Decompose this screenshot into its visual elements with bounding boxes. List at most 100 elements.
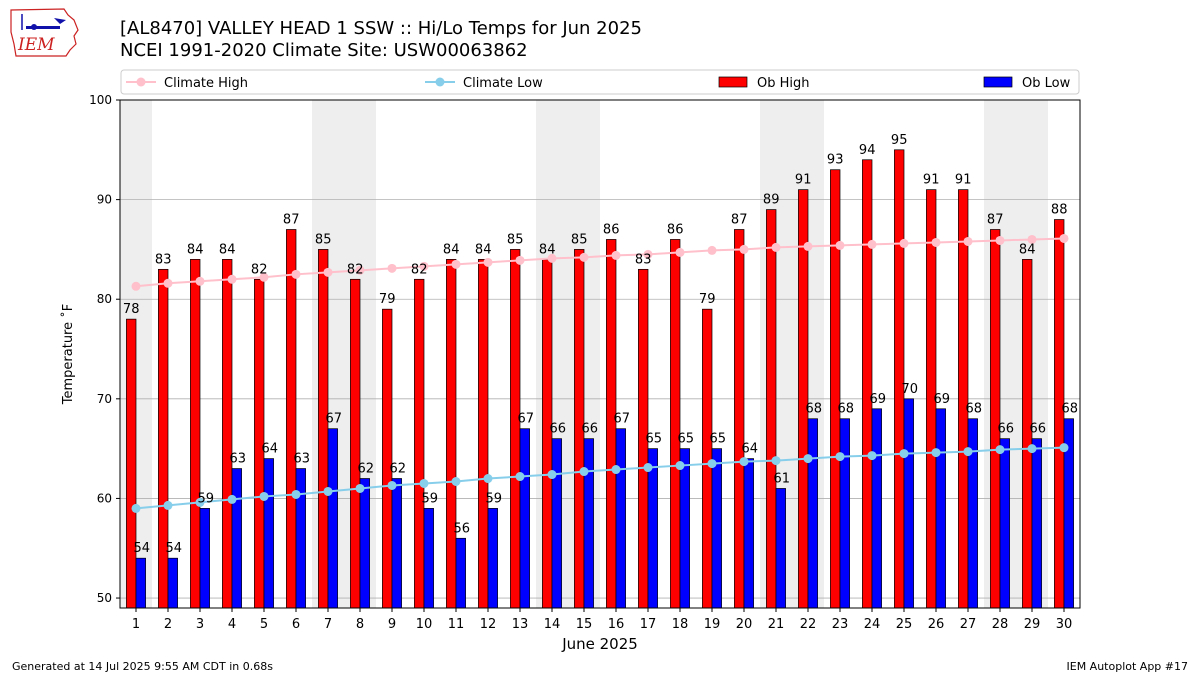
legend-label: Ob High <box>757 76 810 91</box>
climate-high-point <box>611 250 621 260</box>
ob-low-bar <box>711 448 722 609</box>
climate-high-point <box>867 239 877 249</box>
legend: Climate High Climate Low Ob High Ob Low <box>120 69 1080 95</box>
ob-high-label: 93 <box>827 153 844 168</box>
climate-low-point <box>483 474 493 484</box>
ob-high-label: 84 <box>443 242 460 257</box>
climate-high-point <box>291 269 301 279</box>
ob-low-label: 65 <box>710 432 727 447</box>
climate-high-point <box>579 252 589 262</box>
ob-high-bar <box>190 259 201 609</box>
ob-low-bar <box>551 438 562 609</box>
climate-high-point <box>1059 233 1069 243</box>
ob-high-bar <box>734 229 745 609</box>
ob-high-label: 82 <box>411 262 428 277</box>
ob-low-bar <box>615 428 626 609</box>
ob-low-label: 62 <box>390 462 407 477</box>
ob-high-label: 86 <box>667 222 684 237</box>
ob-high-bar <box>414 278 425 609</box>
climate-low-point <box>451 476 461 486</box>
climate-low-point <box>227 494 237 504</box>
ob-low-label: 56 <box>454 521 471 536</box>
climate-low-point <box>739 457 749 467</box>
x-tick-label: 25 <box>896 617 913 632</box>
ob-low-label: 66 <box>1030 422 1047 437</box>
ob-high-label: 85 <box>571 232 588 247</box>
climate-high-point <box>931 237 941 247</box>
x-tick-label: 4 <box>228 617 236 632</box>
ob-low-bar <box>423 508 434 609</box>
ob-low-label: 61 <box>774 471 791 486</box>
ob-low-label: 66 <box>582 422 599 437</box>
ob-low-bar <box>359 478 370 609</box>
climate-low-point <box>419 478 429 488</box>
x-tick-label: 18 <box>672 617 689 632</box>
x-tick-label: 23 <box>832 617 849 632</box>
ob-high-label: 83 <box>635 252 652 267</box>
ob-high-label: 87 <box>731 212 748 227</box>
x-tick-label: 3 <box>196 617 204 632</box>
logo-bar-icon <box>26 26 60 29</box>
x-tick-label: 13 <box>512 617 529 632</box>
x-tick-label: 28 <box>992 617 1009 632</box>
ob-high-label: 84 <box>539 242 556 257</box>
legend-label: Ob Low <box>1022 76 1071 91</box>
ob-low-bar <box>583 438 594 609</box>
y-tick-label: 80 <box>97 292 112 306</box>
ob-high-label: 94 <box>859 143 876 158</box>
y-tick-label: 50 <box>97 591 112 605</box>
climate-high-point <box>323 267 333 277</box>
ob-low-label: 59 <box>422 491 439 506</box>
ob-low-label: 69 <box>870 392 887 407</box>
climate-low-point <box>163 500 173 510</box>
climate-low-point <box>867 451 877 461</box>
climate-high-point <box>803 241 813 251</box>
ob-high-label: 79 <box>379 292 396 307</box>
climate-low-point <box>707 459 717 469</box>
climate-high-point <box>387 263 397 273</box>
x-tick-label: 27 <box>960 617 977 632</box>
climate-low-point <box>771 456 781 466</box>
x-tick-label: 14 <box>544 617 561 632</box>
climate-low-point <box>899 449 909 459</box>
climate-low-point <box>643 463 653 473</box>
climate-low-point <box>387 480 397 490</box>
legend-swatch-bar <box>983 76 1013 88</box>
ob-high-bar <box>126 318 137 609</box>
climate-high-point <box>835 240 845 250</box>
ob-high-bar <box>830 169 841 609</box>
x-tick-label: 11 <box>448 617 465 632</box>
x-tick-label: 7 <box>324 617 332 632</box>
climate-high-point <box>643 249 653 259</box>
ob-high-label: 86 <box>603 222 620 237</box>
climate-high-point <box>899 238 909 248</box>
x-tick-label: 15 <box>576 617 593 632</box>
climate-high-point <box>419 261 429 271</box>
ob-low-label: 65 <box>678 432 695 447</box>
ob-low-bar <box>935 408 946 609</box>
x-tick-label: 8 <box>356 617 364 632</box>
climate-low-point <box>963 447 973 457</box>
ob-high-bar <box>158 268 169 609</box>
climate-high-point <box>451 259 461 269</box>
chart-title: [AL8470] VALLEY HEAD 1 SSW :: Hi/Lo Temp… <box>120 18 642 39</box>
climate-low-point <box>195 497 205 507</box>
x-tick-label: 21 <box>768 617 785 632</box>
ob-low-bar <box>487 508 498 609</box>
ob-high-label: 89 <box>763 193 780 208</box>
logo-flag-icon <box>54 18 66 24</box>
x-tick-label: 1 <box>132 617 140 632</box>
ob-high-label: 84 <box>187 242 204 257</box>
legend-label: Climate High <box>164 76 248 91</box>
climate-low-point <box>675 461 685 471</box>
ob-low-label: 70 <box>902 382 919 397</box>
ob-high-label: 91 <box>923 173 940 188</box>
ob-high-label: 85 <box>507 232 524 247</box>
plot-frame <box>119 99 1081 609</box>
climate-low-point <box>355 483 365 493</box>
ob-high-bar <box>350 278 361 609</box>
ob-high-label: 82 <box>347 262 364 277</box>
ob-low-bar <box>839 418 850 609</box>
ob-low-label: 64 <box>262 442 279 457</box>
